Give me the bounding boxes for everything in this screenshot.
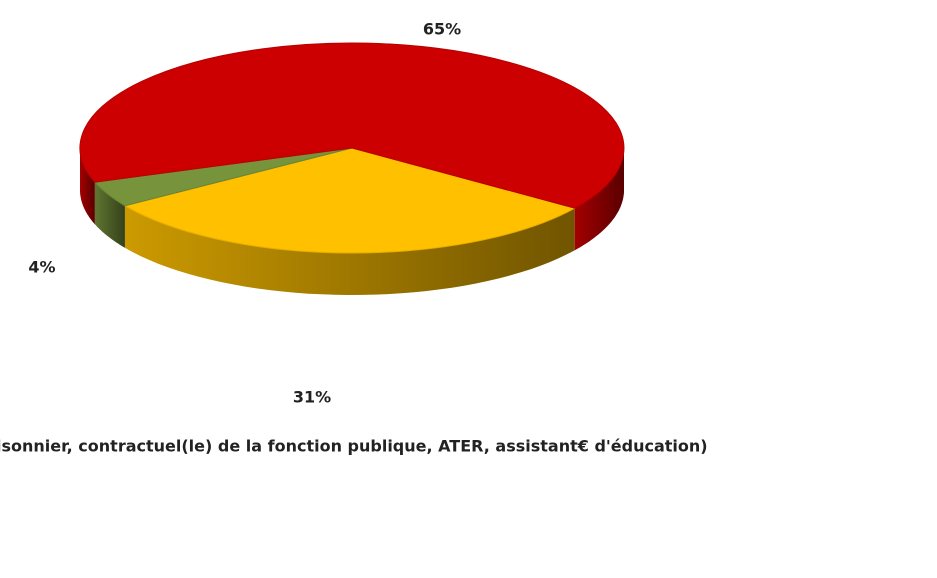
legend-text: isonnier, contractuel(le) de la fonction… (0, 437, 708, 456)
slice (123, 147, 577, 254)
data-label: 31% (293, 388, 331, 407)
slice-side-shade (80, 148, 95, 225)
slice-side-shade (124, 205, 575, 295)
slice-side-shade (94, 182, 125, 248)
data-label: 65% (423, 20, 461, 39)
slice-side-shade (574, 148, 624, 251)
data-label: 4% (28, 258, 55, 277)
slice (79, 42, 625, 209)
